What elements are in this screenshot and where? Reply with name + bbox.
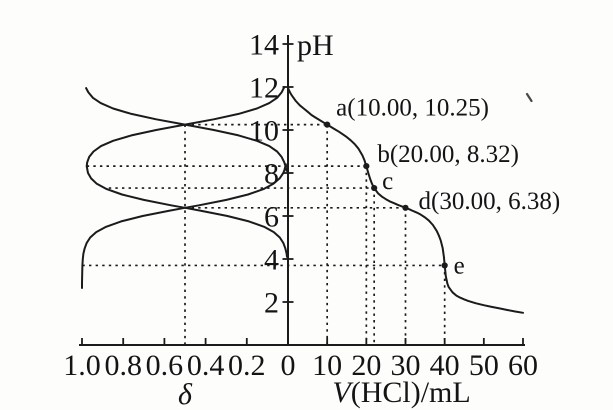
x-tick-label-v50: 50	[469, 349, 499, 382]
x-tick-label-delta0.6: 0.6	[146, 349, 184, 382]
volume-axis-title: V(HCl)/mL	[332, 376, 470, 409]
y-tick-label-6: 6	[264, 201, 279, 234]
distribution-curve-low-pH	[81, 163, 287, 289]
point-e-marker	[441, 262, 448, 269]
distribution-curve-mid-pH	[85, 86, 288, 258]
point-c-label: c	[382, 168, 393, 195]
point-c-marker	[371, 184, 378, 192]
point-d-label: d(30.00, 6.38)	[419, 188, 561, 215]
delta-axis-title: δ	[178, 378, 193, 410]
y-tick-label-14: 14	[249, 29, 279, 62]
guide-lines	[82, 123, 446, 345]
x-tick-label-delta0.4: 0.4	[187, 349, 225, 382]
y-tick-label-8: 8	[264, 158, 279, 191]
stray-scan-mark	[525, 92, 533, 103]
point-b-label: b(20.00, 8.32)	[377, 141, 519, 168]
labeled-points: a(10.00, 10.25) b(20.00, 8.32)c d(30.00, 6…	[324, 95, 561, 279]
x-tick-label-delta0.2: 0.2	[228, 349, 266, 382]
point-e-label: e	[454, 252, 465, 279]
x-tick-label-delta0.8: 0.8	[104, 349, 142, 382]
x-tick-label-v30: 30	[391, 349, 421, 382]
point-a-marker	[324, 121, 331, 128]
y-tick-label-4: 4	[264, 244, 279, 277]
y-tick-label-10: 10	[249, 115, 279, 148]
x-tick-label-v10: 10	[312, 349, 342, 382]
y-tick-label-2: 2	[264, 287, 279, 320]
x-tick-label-delta1: 1.0	[63, 349, 101, 382]
x-tick-label-v0: 0	[281, 349, 296, 382]
point-d-marker	[402, 204, 409, 211]
x-tick-label-v60: 60	[508, 349, 538, 382]
y-axis-title: pH	[297, 29, 334, 62]
x-tick-label-v40: 40	[430, 349, 460, 382]
y-tick-label-12: 12	[249, 72, 279, 105]
axes: 2 4 6 8 10 12 14 pH 0 10 20 30 40 50 60 1.0 0.8 0.6 0.4 0.2…	[63, 29, 538, 410]
point-b-marker	[363, 163, 370, 170]
distribution-curve-high-pH	[85, 87, 288, 172]
point-a-label: a(10.00, 10.25)	[336, 95, 489, 122]
x-tick-label-v20: 20	[351, 349, 381, 382]
